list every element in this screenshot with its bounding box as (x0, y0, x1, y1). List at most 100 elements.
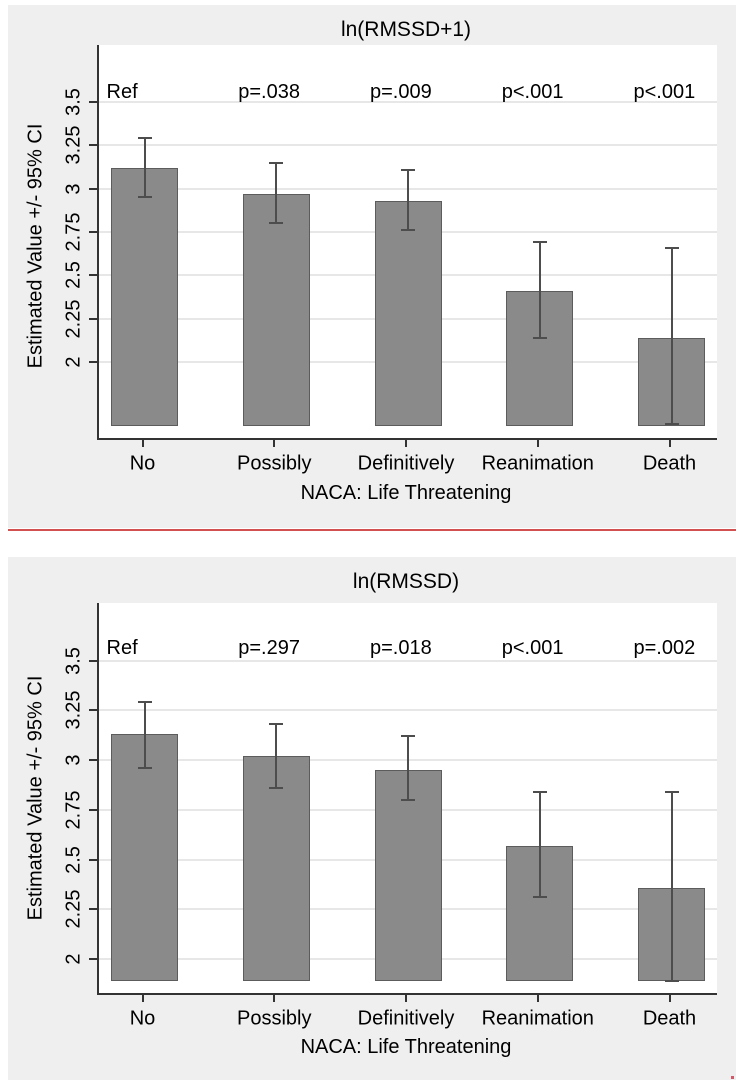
error-bar-cap (664, 246, 679, 249)
p-value-label: p=.038 (238, 81, 300, 103)
error-bar-cap (532, 896, 547, 899)
gridline (99, 709, 717, 712)
error-bar-cap (137, 196, 152, 199)
error-bar (407, 169, 409, 231)
y-tick-mark (89, 759, 97, 762)
category-label-reanimation: Reanimation (481, 1007, 594, 1030)
category-label-death: Death (642, 1007, 697, 1030)
error-bar (275, 162, 278, 224)
y-tick-label: 2 (62, 953, 85, 965)
category-label-death: Death (642, 452, 697, 475)
y-tick-mark (89, 958, 97, 961)
bar-possibly (242, 193, 310, 426)
y-axis-title: Estimated Value +/- 95% CI (24, 675, 47, 921)
error-bar (407, 736, 409, 800)
gridline (99, 144, 717, 147)
y-tick-label: 3 (62, 183, 85, 195)
chart-title: ln(RMSSD+1) (340, 18, 472, 41)
error-bar-cap (137, 701, 152, 704)
error-bar-cap (532, 791, 547, 794)
category-label-definitively: Definitively (357, 452, 455, 475)
y-tick-mark (89, 187, 97, 190)
y-axis-title: Estimated Value +/- 95% CI (24, 123, 47, 369)
x-tick-mark (668, 440, 671, 447)
error-bar (538, 792, 541, 898)
y-tick-mark (89, 317, 97, 320)
error-bar-cap (269, 161, 284, 164)
p-value-label: p<.001 (633, 81, 696, 103)
error-bar (143, 138, 146, 198)
bar-definitively (374, 770, 442, 982)
category-label-possibly: Possibly (237, 1007, 312, 1030)
y-tick-label: 3.5 (62, 88, 85, 117)
plot-area (97, 603, 717, 995)
chart-panel-rmssd-plus1: ln(RMSSD+1) Estimated Value +/- 95% CI N… (8, 5, 736, 528)
y-tick-mark (89, 144, 97, 147)
x-tick-mark (141, 440, 144, 447)
error-bar-cap (401, 168, 415, 171)
category-label-no: No (129, 452, 156, 475)
x-tick-mark (405, 440, 407, 447)
error-bar-cap (664, 423, 679, 426)
gridline (99, 659, 717, 662)
error-bar-cap (664, 980, 679, 983)
y-tick-label: 2.25 (62, 299, 85, 338)
x-tick-mark (536, 995, 539, 1002)
separator-line (8, 529, 736, 531)
y-tick-label: 2.5 (62, 261, 85, 290)
y-tick-mark (89, 709, 97, 712)
y-tick-mark (89, 274, 97, 277)
x-tick-mark (273, 995, 276, 1002)
y-tick-label: 2.25 (62, 889, 85, 929)
gridline (99, 101, 717, 104)
error-bar-cap (532, 336, 547, 339)
error-bar-cap (401, 798, 415, 801)
chart-title: ln(RMSSD) (352, 570, 460, 593)
stray-dot (731, 1076, 734, 1079)
y-tick-label: 3 (62, 754, 85, 766)
y-tick-label: 2 (62, 356, 85, 368)
category-label-definitively: Definitively (357, 1007, 455, 1030)
error-bar-cap (137, 767, 152, 770)
error-bar (275, 724, 278, 789)
error-bar (538, 242, 541, 338)
p-value-label: p<.001 (501, 81, 564, 103)
p-value-label: Ref (106, 637, 138, 659)
error-bar-cap (664, 791, 679, 794)
p-value-label: p=.002 (633, 637, 696, 659)
bar-no (111, 167, 178, 426)
bar-definitively (374, 200, 442, 426)
y-tick-label: 2.5 (62, 845, 85, 874)
category-label-reanimation: Reanimation (481, 452, 594, 475)
error-bar-cap (137, 137, 152, 140)
y-tick-label: 3.5 (62, 646, 85, 675)
p-value-label: p=.009 (370, 81, 432, 103)
y-tick-mark (89, 858, 97, 861)
x-axis-title: NACA: Life Threatening (300, 482, 512, 504)
error-bar-cap (269, 222, 284, 225)
chart-panel-rmssd: ln(RMSSD) Estimated Value +/- 95% CI NAC… (8, 557, 736, 1080)
plot-area (97, 45, 717, 440)
p-value-label: p<.001 (501, 637, 564, 659)
y-tick-label: 2.75 (62, 212, 85, 252)
error-bar (670, 247, 673, 425)
p-value-label: p=.297 (238, 637, 300, 659)
y-tick-mark (89, 659, 97, 662)
y-tick-mark (89, 101, 97, 104)
y-tick-mark (89, 908, 97, 911)
bar-no (111, 734, 178, 982)
error-bar (670, 792, 673, 982)
error-bar-cap (269, 723, 284, 726)
y-tick-label: 3.25 (62, 125, 85, 165)
x-tick-mark (668, 995, 671, 1002)
p-value-label: Ref (106, 81, 138, 103)
x-tick-mark (536, 440, 539, 447)
error-bar-cap (532, 241, 547, 244)
error-bar-cap (269, 787, 284, 790)
p-value-label: p=.018 (370, 637, 432, 659)
y-tick-label: 3.25 (62, 690, 85, 730)
x-axis-title: NACA: Life Threatening (300, 1036, 512, 1058)
y-tick-label: 2.75 (62, 790, 85, 830)
error-bar-cap (401, 735, 415, 738)
x-tick-mark (405, 995, 407, 1002)
